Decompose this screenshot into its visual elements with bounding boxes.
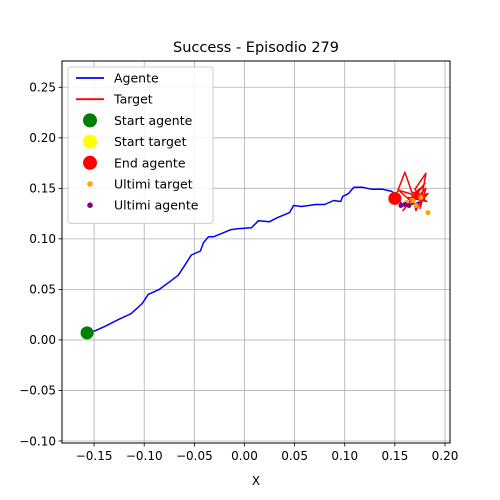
y-tick-label: −0.10 [19,434,56,448]
x-tick-label: 0.00 [231,449,258,463]
x-tick-label: 0.20 [432,449,459,463]
legend-label-start-agente: Start agente [114,113,193,128]
y-tick-label: 0.10 [29,232,56,246]
y-tick-label: 0.25 [29,81,56,95]
axes-frame [61,60,451,444]
plot-area [80,171,431,340]
legend-box [67,66,214,224]
chart-title: Success - Episodio 279 [173,40,339,56]
x-tick-label: 0.10 [331,449,358,463]
legend-label-ultimi-target: Ultimi target [114,177,193,192]
legend-label-agente: Agente [114,71,159,86]
y-tick-label: 0.20 [29,131,56,145]
x-axis-label: X [252,474,260,488]
ultimi-agente-marker [402,202,408,208]
x-axis-ticks: −0.15 −0.10 −0.05 0.00 0.05 0.10 0.15 0.20 [76,443,459,463]
legend-swatch-ultimi-agente [87,202,93,208]
legend: Agente Target Start agente Start target End … [67,66,214,224]
legend-label-target: Target [113,92,153,107]
legend-label-ultimi-agente: Ultimi agente [114,198,199,213]
ultimi-target-marker [410,197,416,203]
ultimi-target-marker [425,210,431,216]
y-tick-label: 0.00 [29,333,56,347]
start-agente-marker [80,326,94,340]
x-tick-label: −0.10 [126,449,163,463]
target-line [394,171,429,212]
x-tick-label: −0.05 [176,449,213,463]
end-agente-marker [388,191,402,205]
ultimi-agente-marker [406,203,412,209]
y-tick-label: 0.05 [29,283,56,297]
y-axis-ticks: −0.10 −0.05 0.00 0.05 0.10 0.15 0.20 0.25 [19,81,62,448]
x-tick-label: 0.15 [381,449,408,463]
legend-swatch-ultimi-target [87,181,93,187]
legend-label-start-target: Start target [114,134,187,149]
agente-line [86,186,426,334]
legend-swatch-start-target [83,134,97,149]
legend-swatch-start-agente [83,113,97,128]
ultimi-target-marker [418,194,424,200]
x-tick-label: −0.15 [76,449,113,463]
legend-label-end-agente: End agente [114,155,186,170]
ultimi-target-marker [413,203,419,209]
legend-swatch-end-agente [83,155,97,170]
y-tick-label: 0.15 [29,182,56,196]
y-tick-label: −0.05 [19,384,56,398]
ultimi-agente-marker [398,203,404,209]
x-tick-label: 0.05 [281,449,308,463]
